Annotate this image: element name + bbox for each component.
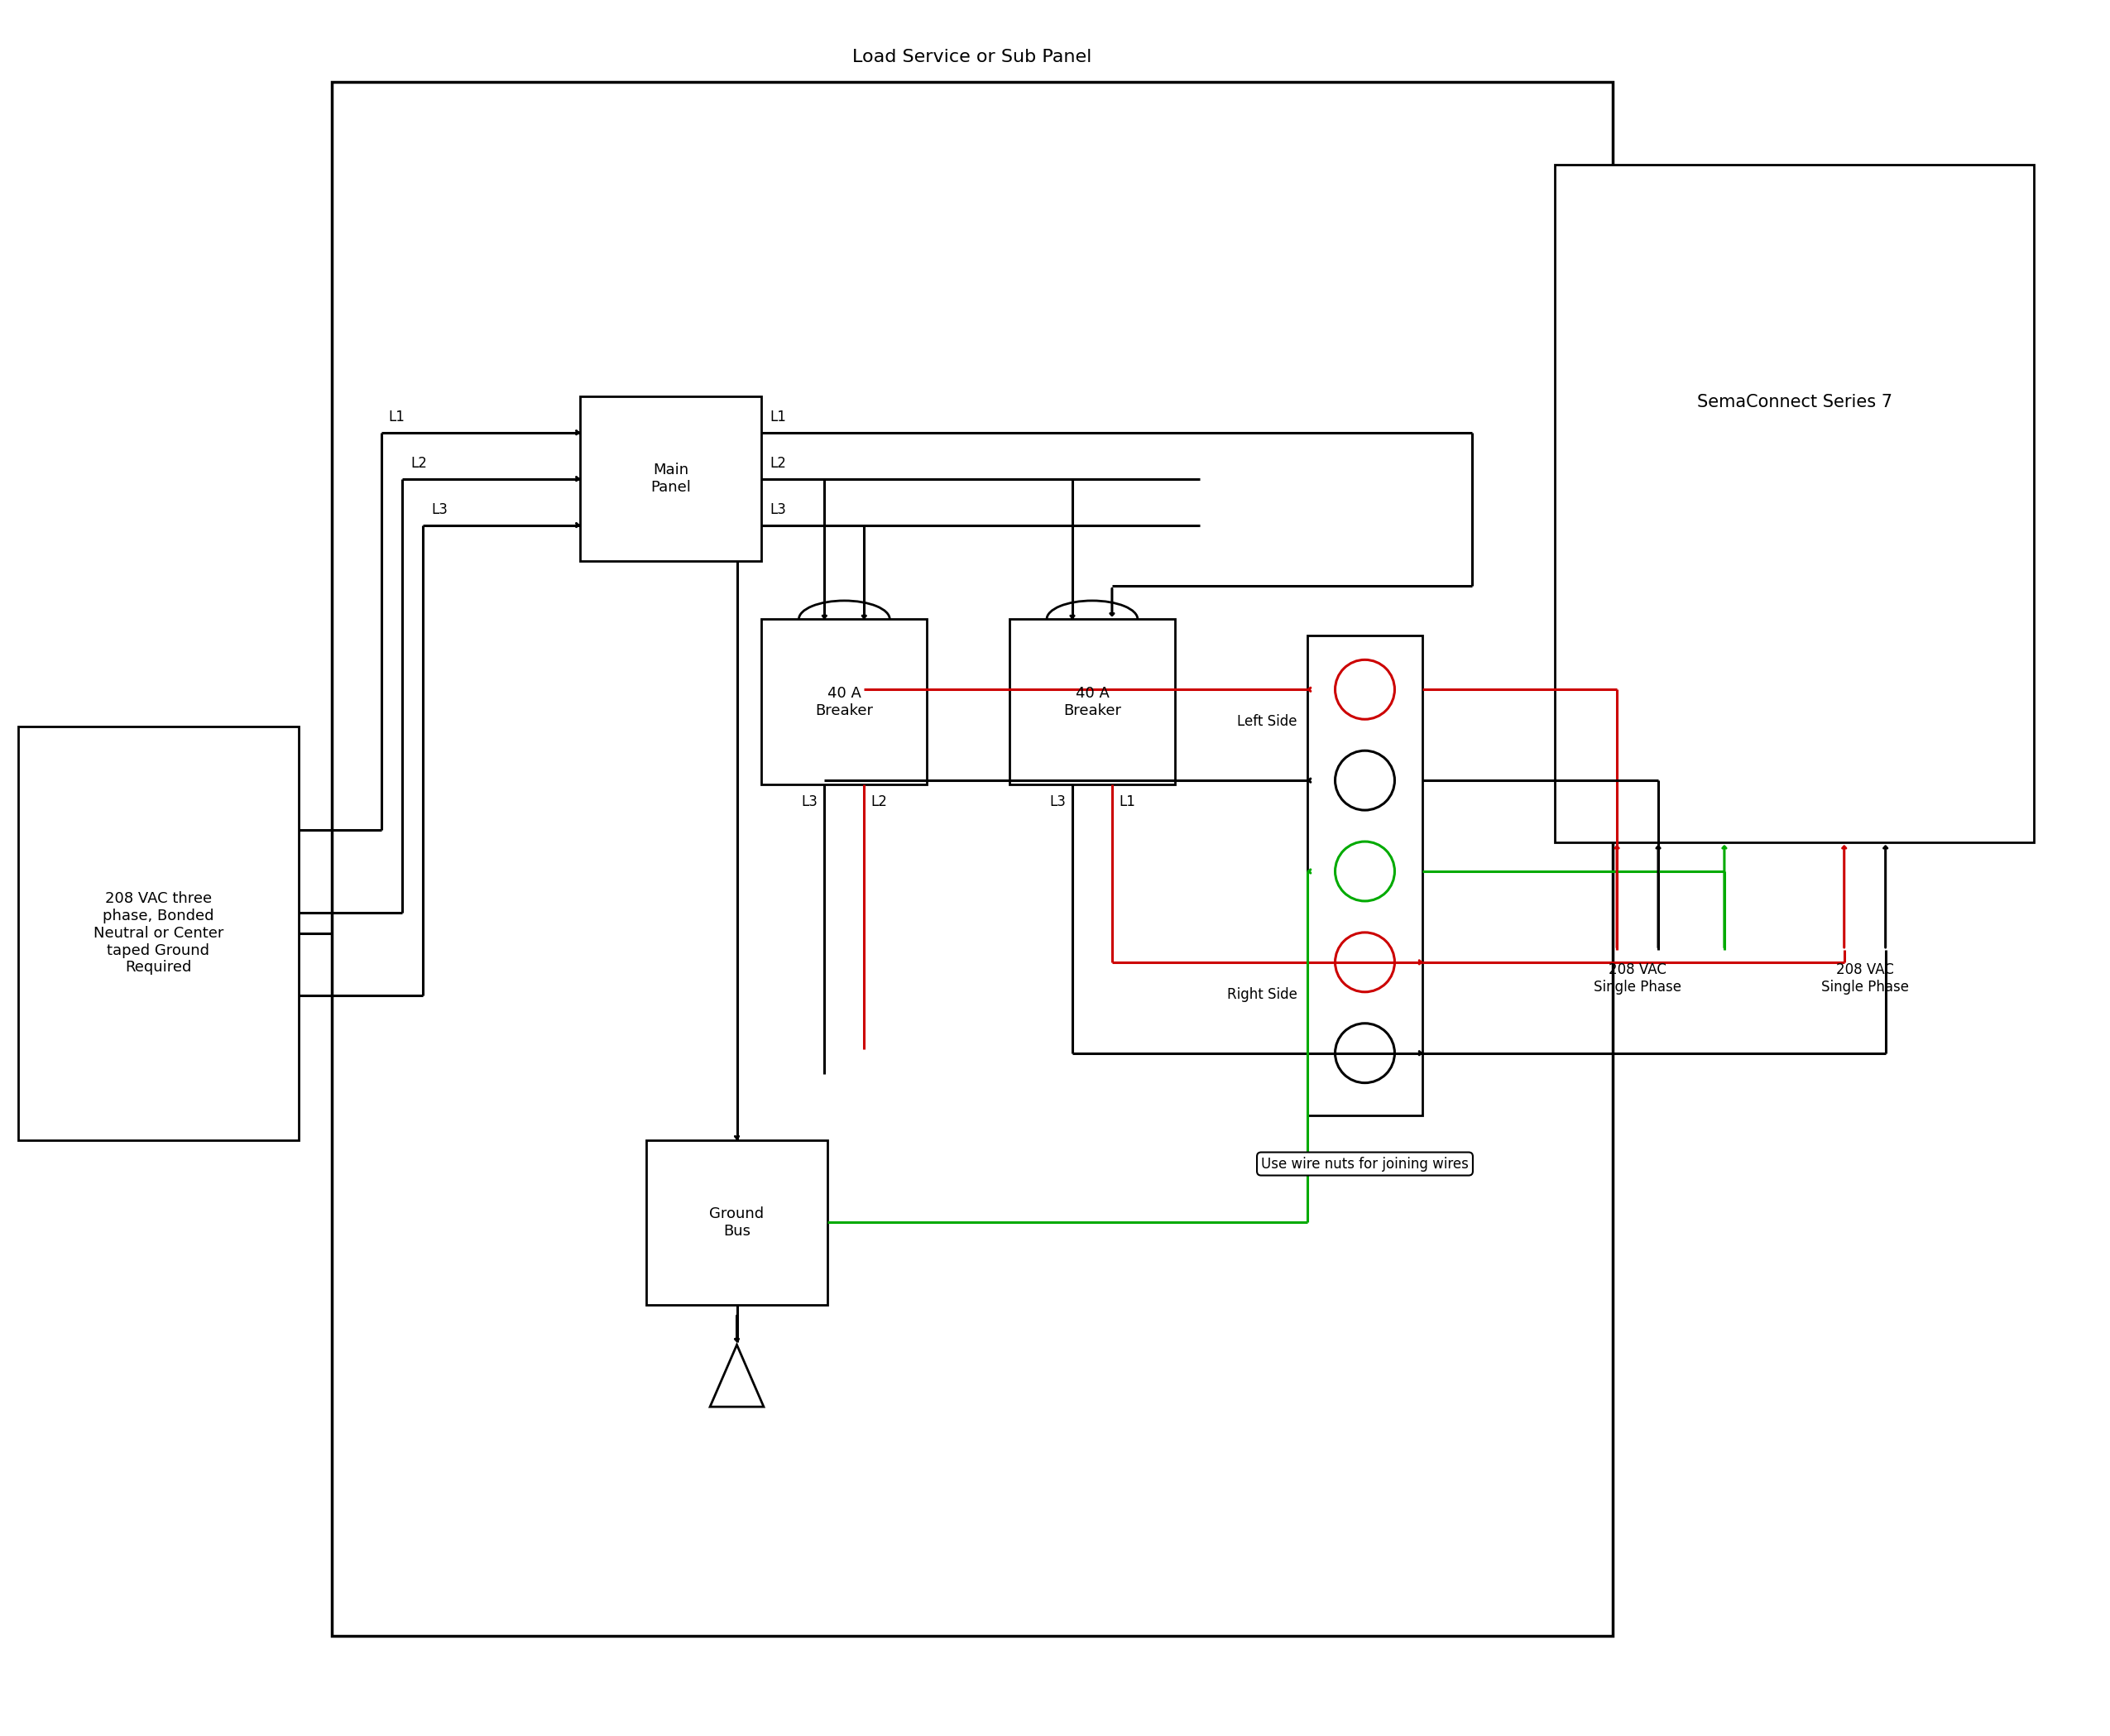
Text: Right Side: Right Side: [1226, 988, 1298, 1002]
Text: L3: L3: [430, 502, 447, 517]
Text: Ground
Bus: Ground Bus: [709, 1207, 764, 1238]
Text: 208 VAC
Single Phase: 208 VAC Single Phase: [1821, 962, 1910, 995]
Text: L2: L2: [770, 455, 787, 470]
Text: L3: L3: [802, 795, 819, 809]
Text: L3: L3: [770, 502, 787, 517]
Text: Use wire nuts for joining wires: Use wire nuts for joining wires: [1262, 1156, 1469, 1172]
FancyBboxPatch shape: [762, 620, 926, 785]
Text: 40 A
Breaker: 40 A Breaker: [814, 686, 874, 719]
Text: Main
Panel: Main Panel: [650, 464, 690, 495]
Text: SemaConnect Series 7: SemaConnect Series 7: [1696, 394, 1893, 410]
Text: L1: L1: [770, 410, 787, 424]
Text: Left Side: Left Side: [1236, 713, 1298, 729]
FancyBboxPatch shape: [646, 1141, 827, 1305]
Text: 40 A
Breaker: 40 A Breaker: [1063, 686, 1120, 719]
Text: L2: L2: [871, 795, 886, 809]
Text: 208 VAC three
phase, Bonded
Neutral or Center
taped Ground
Required: 208 VAC three phase, Bonded Neutral or C…: [93, 891, 224, 976]
Text: L1: L1: [388, 410, 405, 424]
FancyBboxPatch shape: [1306, 635, 1422, 1115]
Text: 208 VAC
Single Phase: 208 VAC Single Phase: [1593, 962, 1682, 995]
FancyBboxPatch shape: [17, 727, 300, 1141]
FancyBboxPatch shape: [1555, 165, 2034, 842]
FancyBboxPatch shape: [580, 396, 762, 561]
Text: L2: L2: [411, 455, 426, 470]
FancyBboxPatch shape: [1009, 620, 1175, 785]
Text: L3: L3: [1049, 795, 1066, 809]
Text: Load Service or Sub Panel: Load Service or Sub Panel: [852, 49, 1093, 66]
FancyBboxPatch shape: [331, 82, 1612, 1635]
Text: L1: L1: [1118, 795, 1135, 809]
